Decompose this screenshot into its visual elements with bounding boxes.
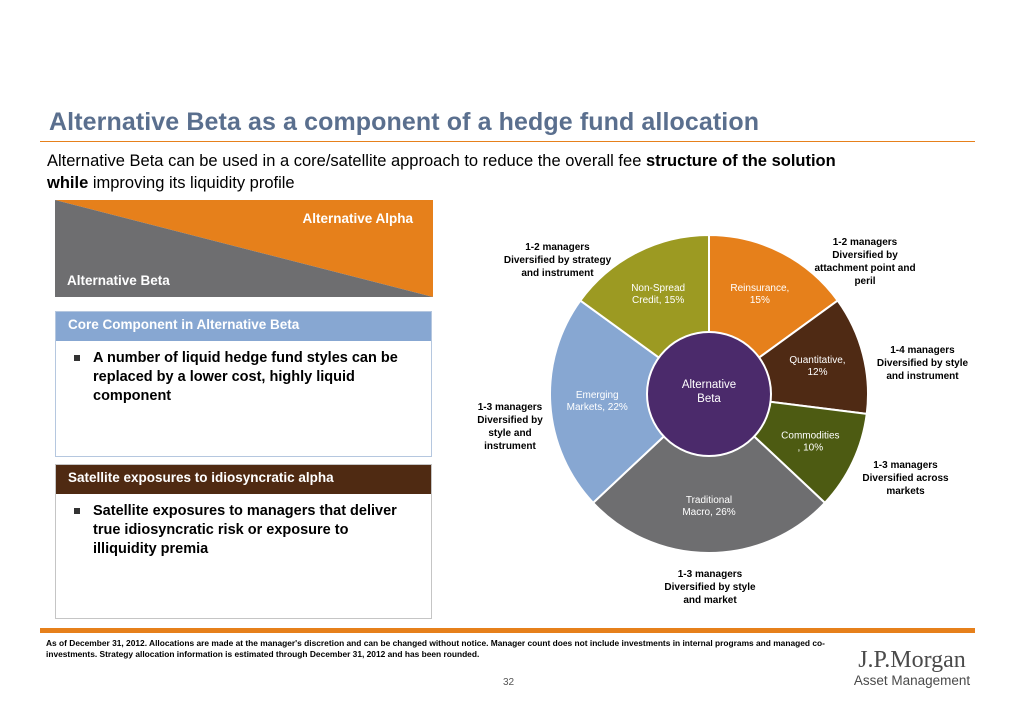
annotation-line: and market bbox=[683, 595, 737, 606]
subtitle-text-1: Alternative Beta can be used in a core/s… bbox=[47, 152, 646, 170]
annotation-commodities: 1-3 managers Diversified across markets bbox=[848, 459, 963, 498]
jpmorgan-logo: J.P.Morgan Asset Management bbox=[848, 647, 976, 689]
slice-traditional-macro bbox=[591, 392, 827, 554]
slice-label-commodities: Commodities, 10% bbox=[781, 431, 839, 454]
subtitle-text-2: improving its liquidity profile bbox=[88, 174, 295, 192]
subtitle-bold-2: while bbox=[47, 174, 89, 192]
annotation-line: and instrument bbox=[521, 268, 594, 279]
annotation-traditional-macro: 1-3 managers Diversified by style and mark… bbox=[650, 568, 770, 607]
allocation-donut-chart: Reinsurance, 15% Quantitative, 12% Commoditi… bbox=[549, 233, 869, 554]
bullet-square-icon bbox=[74, 355, 80, 361]
annotation-line: Diversified by style bbox=[876, 358, 969, 369]
slice-label-quantitative: Quantitative, 12% bbox=[789, 355, 845, 378]
alternative-beta-label: Alternative Beta bbox=[67, 273, 170, 288]
annotation-line: 1-4 managers bbox=[890, 345, 955, 356]
slice-label-emerging-markets: Emerging Markets, 22% bbox=[567, 390, 628, 413]
annotation-line: 1-2 managers bbox=[832, 237, 898, 248]
satellite-exposures-bullet: Satellite exposures to managers that del… bbox=[74, 502, 411, 559]
core-component-header: Core Component in Alternative Beta bbox=[56, 312, 431, 341]
annotation-line: 1-3 managers bbox=[873, 460, 938, 471]
logo-sub-text: Asset Management bbox=[853, 673, 971, 688]
annotation-line: Diversified by bbox=[477, 415, 543, 426]
annotation-line: peril bbox=[854, 276, 876, 287]
annotation-line: 1-3 managers bbox=[677, 569, 743, 580]
satellite-exposures-box: Satellite exposures to idiosyncratic alp… bbox=[55, 464, 432, 619]
logo-main-text: J.P.Morgan bbox=[858, 647, 966, 673]
annotation-line: style and bbox=[488, 428, 532, 439]
donut-center bbox=[646, 331, 772, 457]
annotation-line: Diversified by bbox=[832, 250, 898, 261]
annotation-line: 1-2 managers bbox=[525, 242, 590, 253]
annotation-line: attachment point and bbox=[814, 263, 916, 274]
page-number: 32 bbox=[503, 677, 515, 688]
annotation-line: Diversified by strategy bbox=[503, 255, 612, 266]
annotation-line: instrument bbox=[484, 441, 536, 452]
subtitle-bold-1: structure of the solution bbox=[645, 152, 836, 170]
alpha-beta-wedge bbox=[55, 200, 433, 297]
core-component-bullet-text: A number of liquid hedge fund styles can… bbox=[93, 350, 398, 404]
footnote: As of December 31, 2012. Allocations are… bbox=[46, 638, 825, 659]
annotation-line: markets bbox=[886, 486, 925, 497]
annotation-line: Diversified by style bbox=[664, 582, 756, 593]
slice-emerging-markets bbox=[549, 299, 711, 505]
page-title: Alternative Beta as a component of a hed… bbox=[49, 108, 760, 136]
annotation-emerging-markets: 1-3 managers Diversified by style and instr… bbox=[465, 401, 555, 453]
annotation-quantitative: 1-4 managers Diversified by style and inst… bbox=[865, 344, 980, 383]
annotation-reinsurance: 1-2 managers Diversified by attachment poi… bbox=[800, 236, 930, 288]
slice-label-reinsurance: Reinsurance, 15% bbox=[730, 283, 789, 306]
satellite-exposures-header: Satellite exposures to idiosyncratic alp… bbox=[56, 465, 431, 494]
slice-label-traditional-macro: Traditional Macro, 26% bbox=[682, 495, 735, 518]
annotation-line: and instrument bbox=[886, 371, 959, 382]
slice-label-non-spread-credit: Non-Spread Credit, 15% bbox=[631, 283, 685, 306]
core-component-box: Core Component in Alternative Beta A num… bbox=[55, 311, 432, 457]
footer-divider bbox=[40, 628, 975, 633]
annotation-non-spread-credit: 1-2 managers Diversified by strategy and i… bbox=[490, 241, 625, 280]
donut-center-label: Alternative Beta bbox=[682, 379, 736, 405]
annotation-line: Diversified across bbox=[862, 473, 949, 484]
core-component-bullet: A number of liquid hedge fund styles can… bbox=[74, 349, 411, 406]
page-subtitle: Alternative Beta can be used in a core/s… bbox=[47, 150, 957, 194]
alternative-alpha-label: Alternative Alpha bbox=[302, 211, 413, 226]
alternative-beta-wedge bbox=[55, 200, 433, 297]
annotation-line: 1-3 managers bbox=[477, 402, 543, 413]
title-divider bbox=[40, 141, 975, 142]
bullet-square-icon bbox=[74, 508, 80, 514]
satellite-exposures-bullet-text: Satellite exposures to managers that del… bbox=[93, 503, 397, 557]
